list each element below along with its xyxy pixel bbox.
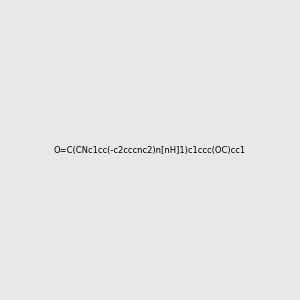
Text: O=C(CNc1cc(-c2cccnc2)n[nH]1)c1ccc(OC)cc1: O=C(CNc1cc(-c2cccnc2)n[nH]1)c1ccc(OC)cc1 bbox=[54, 146, 246, 154]
